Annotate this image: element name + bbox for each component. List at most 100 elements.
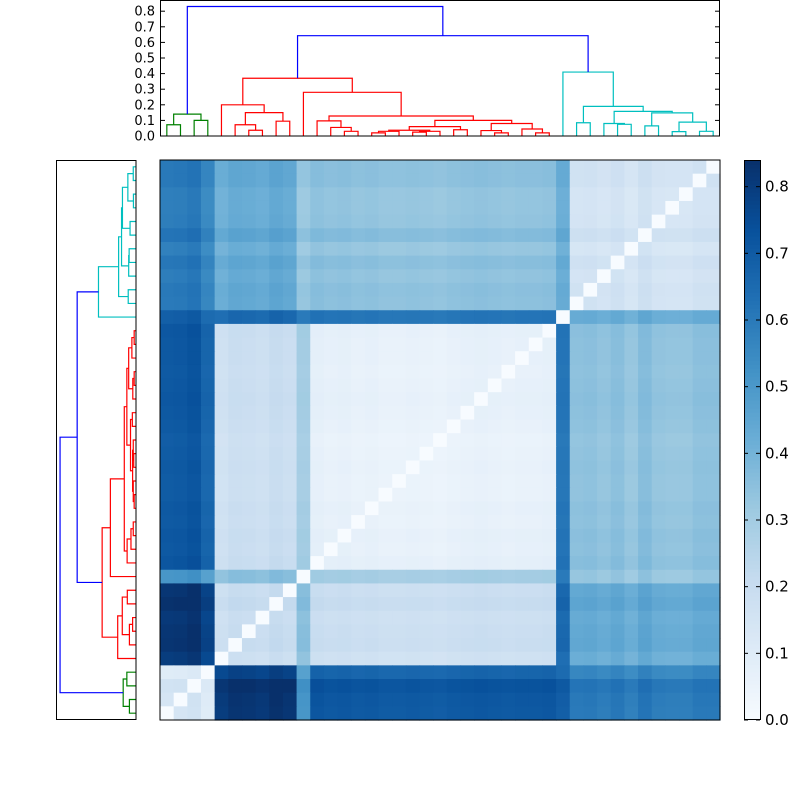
heatmap-cell: [706, 310, 721, 325]
heatmap-cell: [269, 433, 284, 448]
heatmap-cell: [706, 269, 721, 284]
heatmap-cell: [337, 556, 352, 571]
dendrogram-link: [132, 377, 136, 400]
heatmap-cell: [269, 692, 284, 707]
heatmap-cell: [200, 610, 216, 625]
colorbar-tick-label: 0.5: [765, 378, 789, 396]
heatmap-cell: [638, 310, 653, 325]
heatmap-cell: [528, 392, 544, 407]
colorbar-segment: [744, 264, 760, 269]
heatmap-cell: [228, 665, 243, 680]
heatmap-cell: [665, 569, 680, 585]
heatmap-cell: [583, 515, 598, 530]
heatmap-cell: [214, 200, 229, 216]
heatmap-cell: [446, 638, 462, 653]
heatmap-cell: [241, 706, 257, 721]
heatmap-cell: [323, 569, 339, 585]
heatmap-cell: [200, 187, 216, 202]
heatmap-cell: [624, 638, 639, 653]
heatmap-cell: [556, 323, 571, 339]
heatmap-cell: [433, 665, 448, 680]
heatmap-cell: [214, 515, 229, 530]
heatmap-cell: [214, 269, 229, 284]
heatmap-cell: [269, 296, 284, 311]
heatmap-cell: [706, 323, 721, 339]
colorbar-segment: [744, 204, 760, 209]
heatmap-cell: [474, 542, 489, 557]
heatmap-cell: [460, 556, 475, 571]
heatmap-cell: [638, 528, 653, 544]
heatmap-cell: [173, 323, 188, 339]
heatmap-cell: [296, 556, 311, 571]
heatmap-cell: [405, 528, 421, 544]
heatmap-cell: [392, 624, 407, 639]
heatmap-cell: [255, 296, 270, 311]
heatmap-cell: [200, 501, 216, 516]
heatmap-cell: [665, 706, 680, 721]
heatmap-cell: [200, 474, 216, 489]
heatmap-cell: [351, 433, 366, 448]
heatmap-cell: [638, 269, 653, 284]
heatmap-cell: [501, 556, 516, 571]
heatmap-cell: [460, 160, 475, 175]
heatmap-cell: [446, 569, 462, 585]
heatmap-cell: [433, 679, 448, 694]
heatmap-cell: [323, 692, 339, 707]
heatmap-cell: [310, 187, 325, 202]
heatmap-cell: [515, 679, 530, 694]
heatmap-cell: [583, 419, 598, 434]
heatmap-cell: [679, 255, 694, 270]
heatmap-cell: [692, 351, 707, 366]
heatmap-cell: [460, 378, 475, 393]
heatmap-cell: [610, 583, 625, 598]
heatmap-cell: [624, 515, 639, 530]
heatmap-cell: [282, 460, 298, 475]
heatmap-cell: [296, 282, 311, 298]
heatmap-cell: [487, 665, 503, 680]
heatmap-cell: [173, 160, 188, 175]
heatmap-cell: [624, 583, 639, 598]
heatmap-cell: [187, 624, 202, 639]
heatmap-cell: [419, 610, 434, 625]
heatmap-cell: [364, 487, 380, 503]
heatmap-cell: [392, 474, 407, 489]
heatmap-cell: [310, 706, 325, 721]
heatmap-cell: [624, 323, 639, 339]
heatmap-cell: [419, 679, 434, 694]
heatmap-cell: [323, 487, 339, 503]
heatmap-cell: [692, 173, 707, 188]
heatmap-cell: [419, 706, 434, 721]
heatmap-cell: [583, 323, 598, 339]
heatmap-cell: [528, 569, 544, 585]
colorbar-segment: [744, 572, 760, 577]
heatmap-cell: [269, 228, 284, 243]
heatmap-cell: [378, 241, 393, 257]
colorbar-segment: [744, 224, 760, 229]
heatmap-cell: [474, 160, 489, 175]
heatmap-cell: [282, 364, 298, 380]
heatmap-cell: [706, 200, 721, 216]
heatmap-cell: [187, 433, 202, 448]
heatmap-cell: [310, 241, 325, 257]
heatmap-cell: [160, 515, 175, 530]
colorbar-segment: [744, 316, 760, 321]
heatmap-cell: [692, 392, 707, 407]
heatmap-cell: [542, 337, 557, 352]
heatmap-cell: [200, 296, 216, 311]
heatmap-cell: [692, 364, 707, 380]
heatmap-cell: [187, 692, 202, 707]
heatmap-cell: [419, 487, 434, 503]
heatmap-cell: [323, 160, 339, 175]
heatmap-cell: [323, 706, 339, 721]
heatmap-cell: [351, 446, 366, 462]
heatmap-cell: [460, 542, 475, 557]
heatmap-cell: [255, 378, 270, 393]
heatmap-cell: [610, 679, 625, 694]
heatmap-cell: [679, 638, 694, 653]
heatmap-cell: [200, 651, 216, 666]
dendrogram-link: [582, 105, 644, 123]
colorbar-segment: [744, 484, 760, 489]
heatmap-cell: [638, 583, 653, 598]
heatmap-cell: [351, 187, 366, 202]
heatmap-cell: [351, 474, 366, 489]
